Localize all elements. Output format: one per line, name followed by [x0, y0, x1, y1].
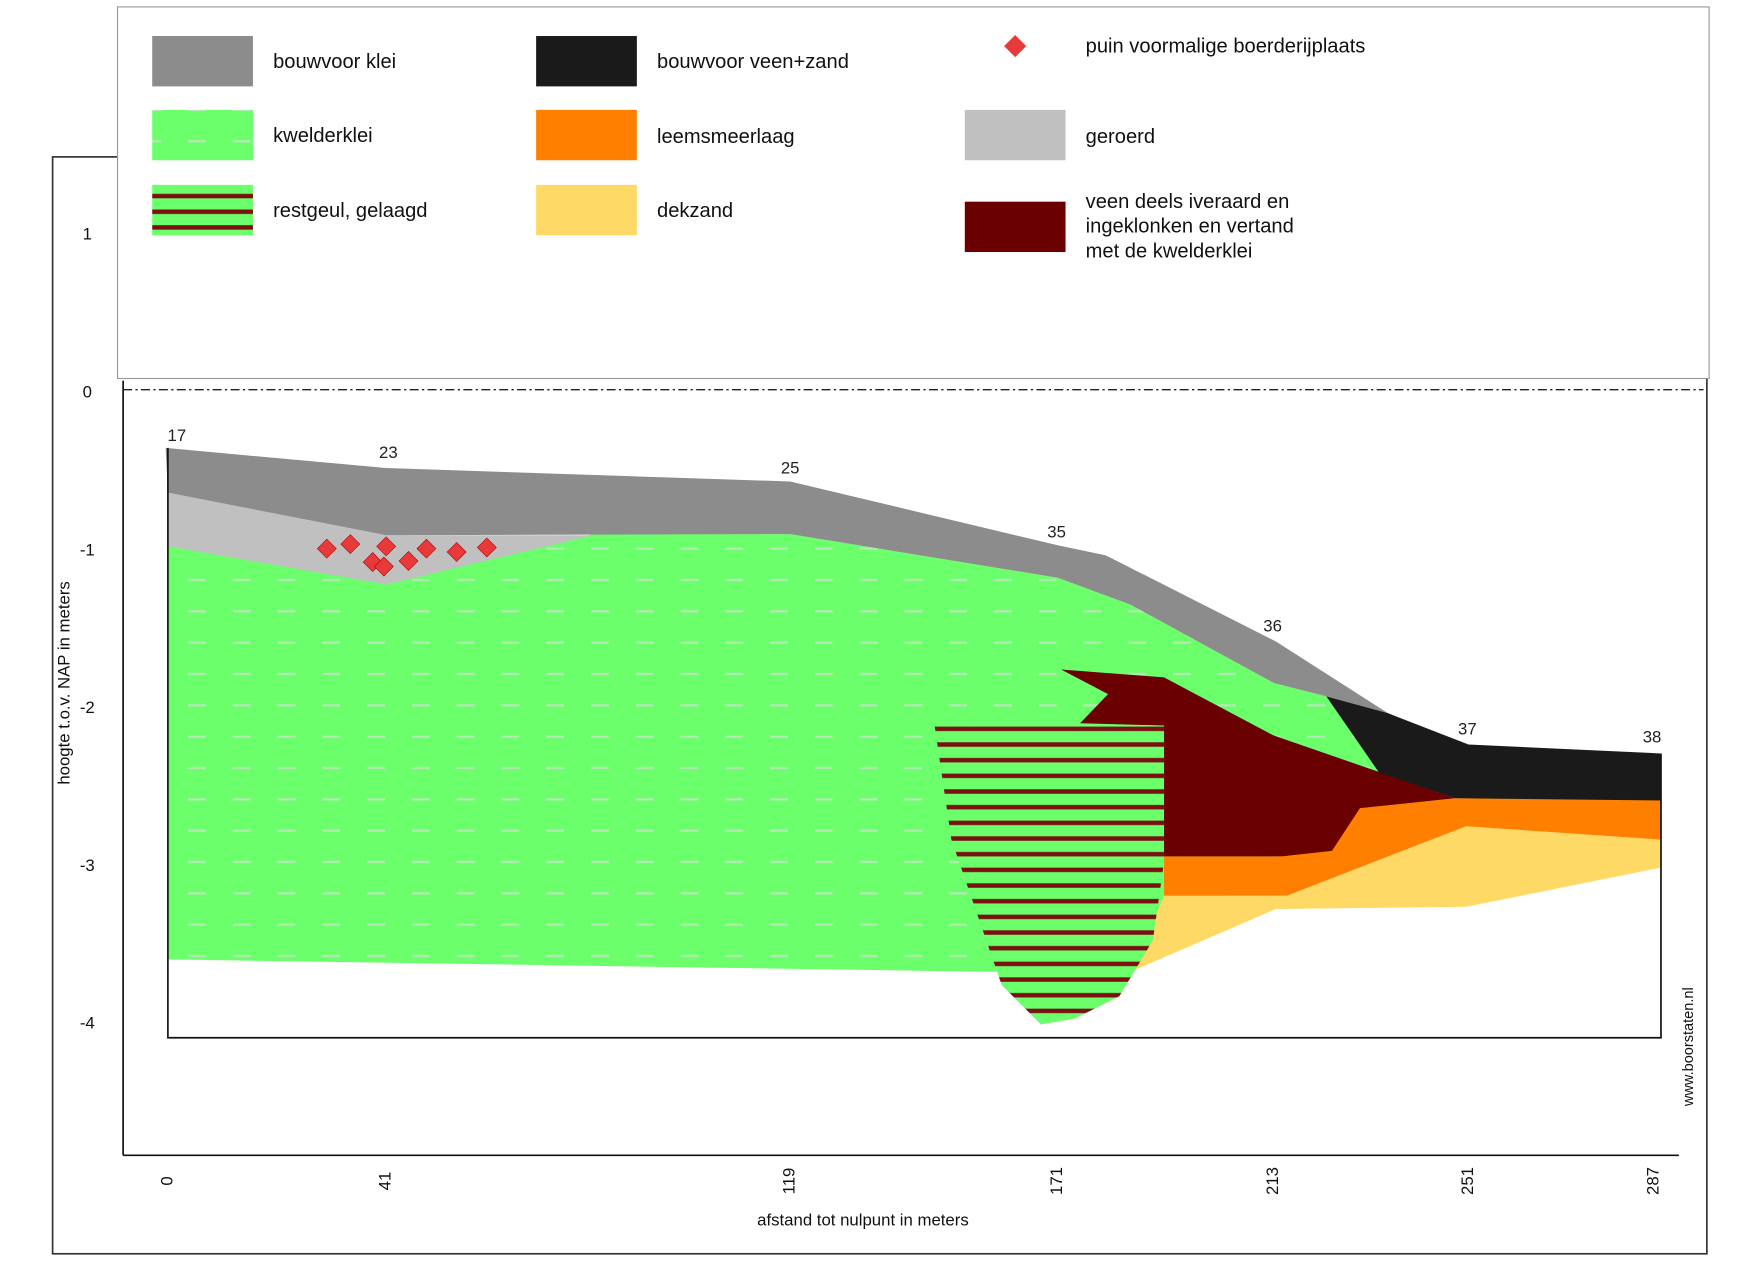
legend-swatch [536, 36, 637, 87]
puin-marker [416, 538, 437, 559]
legend-swatch [152, 184, 253, 236]
y-tick-label: 1 [83, 225, 92, 244]
restgeul-layer [934, 725, 1165, 1025]
legend-label: dekzand [657, 200, 733, 222]
puin-markers [316, 534, 497, 577]
geroerd-layer [167, 492, 594, 585]
borehole-label: 23 [379, 443, 398, 462]
legend-swatch [1004, 35, 1027, 58]
legend-swatch [152, 109, 253, 161]
y-tick-label: -2 [80, 698, 95, 717]
legend-swatch [536, 109, 637, 161]
veen-layer [1061, 669, 1456, 857]
legend-label: bouwvoor klei [273, 51, 396, 73]
puin-marker [316, 538, 337, 559]
puin-marker [446, 542, 467, 562]
y-tick-label: 0 [83, 382, 92, 401]
legend-box [116, 6, 1710, 380]
legend-swatch [964, 201, 1066, 253]
legend-label: geroerd [1086, 126, 1155, 148]
x-tick-label: 251 [1458, 1167, 1477, 1195]
legend-label: restgeul, gelaagd [273, 200, 427, 222]
x-tick-label: 171 [1047, 1167, 1066, 1195]
puin-marker [374, 556, 394, 577]
x-tick-label: 41 [376, 1172, 395, 1191]
legend-label: veen deels iveraard en [1086, 191, 1290, 213]
legend-label: puin voormalige boerderijplaats [1086, 36, 1366, 58]
legend-swatch [536, 184, 637, 236]
dekzand-layer [1130, 826, 1661, 972]
puin-marker [376, 536, 397, 557]
x-tick-label: 119 [780, 1168, 799, 1195]
credit: www.boorstaten.nl [1681, 987, 1697, 1107]
legend-label: kwelderklei [273, 125, 373, 147]
x-tick-label: 0 [157, 1176, 176, 1185]
legend-label: ingeklonken en vertand [1086, 216, 1294, 238]
puin-marker [398, 551, 419, 571]
legend-label: leemsmeerlaag [657, 126, 795, 148]
y-tick-label: -3 [80, 856, 95, 875]
borehole-label: 36 [1263, 616, 1282, 635]
legend-label: met de kwelderklei [1086, 240, 1253, 262]
puin-marker [476, 537, 497, 558]
borehole-label: 37 [1458, 719, 1477, 738]
y-axis-title: hoogte t.o.v. NAP in meters [54, 581, 73, 784]
borehole-label: 35 [1047, 522, 1066, 541]
profile-box [167, 447, 1662, 1039]
legend-swatch [152, 36, 253, 87]
bouwvoor-klei-layer [165, 447, 1388, 714]
x-axis-title: afstand tot nulpunt in meters [757, 1211, 969, 1230]
borehole-label: 38 [1643, 727, 1662, 746]
legend-label: bouwvoor veen+zand [657, 51, 849, 73]
borehole-label: 25 [781, 459, 800, 478]
leemsmeerlaag-layer [1164, 798, 1661, 896]
puin-marker [340, 534, 361, 555]
y-tick-label: -1 [80, 540, 95, 559]
x-tick-label: 213 [1263, 1167, 1282, 1195]
borehole-label: 17 [168, 426, 187, 445]
legend-swatch [964, 109, 1066, 161]
x-tick-label: 287 [1644, 1167, 1663, 1195]
y-tick-label: -4 [80, 1014, 95, 1033]
bouwvoor-veen-layer [1326, 696, 1661, 801]
